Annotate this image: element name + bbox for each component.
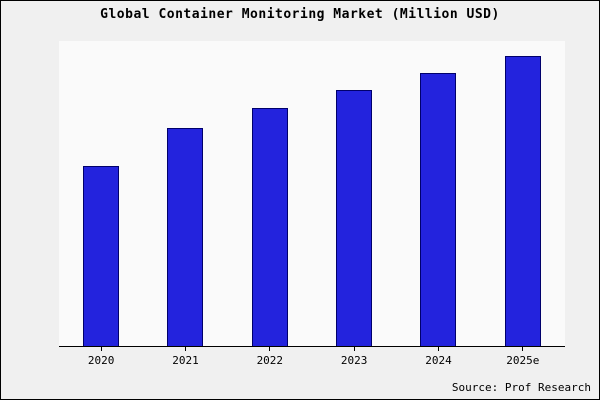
bar-2021 [167,128,204,346]
chart-title: Global Container Monitoring Market (Mill… [100,7,500,22]
x-axis-tick [100,347,102,351]
bars-row [59,41,565,346]
bar-2020 [83,165,120,346]
bar-2023 [336,90,373,346]
bar-2022 [251,107,288,346]
x-label-group-2025e: 2025e [505,347,541,369]
bar-2024 [420,72,457,346]
x-label-group-2020: 2020 [83,347,119,369]
x-axis-tick [353,347,355,351]
x-axis-label: 2025e [506,354,540,367]
x-axis-label: 2020 [87,354,115,367]
x-axis-label: 2024 [425,354,452,367]
x-axis-tick [522,347,524,351]
bar-2025e [504,55,541,346]
x-label-group-2022: 2022 [252,347,288,369]
x-axis-tick [269,347,271,351]
x-axis-labels: 2020 2021 2022 2023 2024 2025e [59,347,565,369]
x-axis-label: 2021 [172,354,199,367]
source-note: Source: Prof Research [451,381,591,394]
x-label-group-2024: 2024 [420,347,456,369]
x-axis-label: 2022 [256,354,284,367]
x-axis-tick [184,347,186,351]
plot-area [59,41,565,347]
x-axis-label: 2023 [340,354,368,367]
x-axis-line [59,346,565,347]
x-label-group-2023: 2023 [336,347,372,369]
x-axis-tick [437,347,439,351]
x-label-group-2021: 2021 [167,347,203,369]
